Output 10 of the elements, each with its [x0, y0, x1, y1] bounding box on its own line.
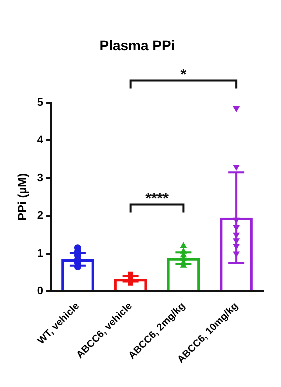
- annotation: ****: [146, 190, 170, 208]
- y-tick-label: 0: [37, 286, 44, 298]
- chart-title: Plasma PPi: [100, 37, 176, 54]
- y-axis-title: PPi (µM): [16, 173, 30, 221]
- y-tick-label: 2: [37, 210, 44, 222]
- y-tick-label: 1: [37, 248, 44, 260]
- y-tick-label: 4: [37, 134, 44, 147]
- text: *: [180, 66, 187, 84]
- y-tick-label: 3: [37, 172, 44, 184]
- y-tick-label: 5: [37, 96, 44, 109]
